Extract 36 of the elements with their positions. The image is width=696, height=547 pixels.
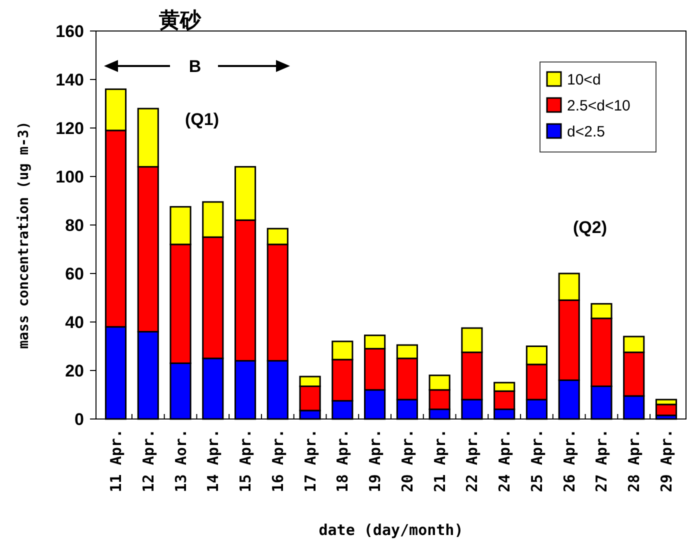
x-tick-label: 11 Apr. bbox=[107, 429, 126, 492]
x-tick-label: 24 Apr. bbox=[496, 429, 514, 492]
x-tick-label: 20 Apr. bbox=[398, 429, 416, 492]
y-tick-label: 60 bbox=[65, 264, 84, 284]
x-tick-label: 13 Aor. bbox=[172, 429, 190, 492]
legend-label: 10<d bbox=[567, 71, 601, 88]
x-tick-label: 21 Apr. bbox=[430, 429, 449, 492]
x-tick-label: 27 Apr. bbox=[592, 429, 611, 492]
x-axis-title: date (day/month) bbox=[318, 521, 464, 539]
annotation: (Q1) bbox=[185, 110, 219, 129]
x-tick-label: 22 Apr. bbox=[463, 429, 482, 492]
x-tick-label: 12 Apr. bbox=[139, 429, 158, 492]
y-tick-label: 120 bbox=[56, 118, 84, 138]
legend-label: d<2.5 bbox=[567, 123, 605, 140]
x-tick-label: 26 Apr. bbox=[560, 429, 578, 492]
y-tick-label: 80 bbox=[65, 216, 84, 235]
x-tick-label: 14 Apr. bbox=[204, 429, 222, 492]
y-axis-title: mass concentration (ug m-3) bbox=[16, 121, 32, 349]
x-tick-label: 19 Apr. bbox=[366, 429, 384, 492]
y-tick-label: 0 bbox=[74, 410, 84, 429]
y-tick-label: 100 bbox=[56, 167, 84, 186]
x-tick-label: 28 Apr. bbox=[625, 429, 644, 492]
annotation: B bbox=[188, 56, 202, 76]
y-tick-label: 20 bbox=[65, 361, 84, 380]
chart-title: 黄砂 bbox=[158, 8, 202, 32]
x-tick-label: 18 Apr. bbox=[334, 429, 352, 492]
y-tick-label: 140 bbox=[56, 70, 84, 90]
x-tick-label: 15 Apr. bbox=[236, 429, 255, 492]
x-tick-label: 17 Apr. bbox=[301, 429, 320, 492]
x-tick-label: 29 Apr. bbox=[657, 429, 676, 492]
x-tick-label: 16 Apr. bbox=[268, 429, 287, 492]
y-tick-label: 40 bbox=[65, 312, 84, 332]
legend-label: 2.5<d<10 bbox=[567, 97, 630, 114]
x-tick-label: 25 Apr. bbox=[528, 429, 546, 492]
y-tick-label: 160 bbox=[56, 22, 84, 41]
annotation: (Q2) bbox=[573, 218, 607, 237]
